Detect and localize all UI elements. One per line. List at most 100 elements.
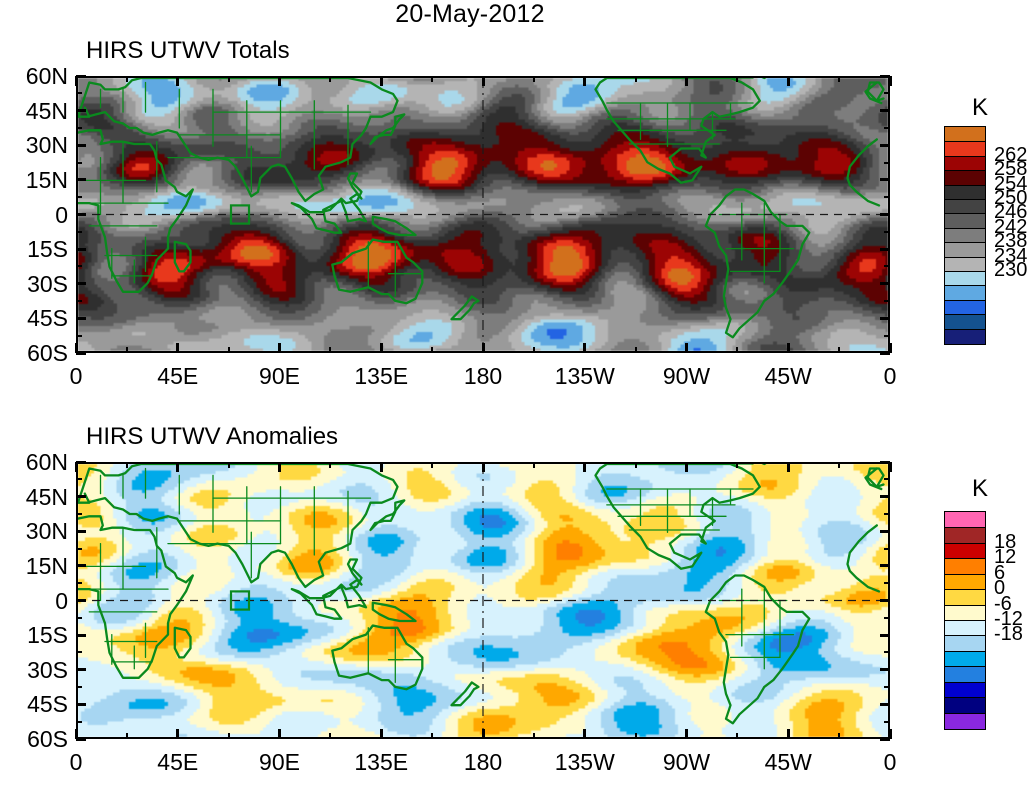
y-tick-label: 30S bbox=[27, 270, 68, 297]
colorbar-anomalies-swatches[interactable] bbox=[944, 511, 986, 730]
axis-minor-tick bbox=[884, 512, 890, 515]
colorbar-band bbox=[945, 542, 985, 559]
colorbar-band bbox=[945, 666, 985, 683]
axis-minor-tick bbox=[125, 733, 128, 739]
axis-minor-tick bbox=[329, 347, 332, 353]
colorbar-tick-label: 238 bbox=[994, 230, 1027, 253]
coastline bbox=[866, 81, 885, 102]
study-region-box[interactable] bbox=[229, 204, 251, 225]
x-tick-label: 45W bbox=[764, 749, 812, 775]
axis-tick bbox=[583, 76, 587, 86]
colorbar-tick-label: -18 bbox=[994, 623, 1023, 646]
axis-minor-tick bbox=[838, 76, 841, 82]
axis-tick bbox=[880, 316, 890, 320]
axis-minor-tick bbox=[838, 347, 841, 353]
colorbar-band bbox=[945, 271, 985, 286]
axis-minor-tick bbox=[634, 733, 637, 739]
axis-minor-tick bbox=[76, 334, 82, 337]
axis-minor-tick bbox=[838, 462, 841, 468]
colorbar-tick-label: 0 bbox=[994, 577, 1006, 600]
y-tick-label: 30S bbox=[27, 656, 68, 683]
colorbar-band bbox=[945, 697, 985, 714]
contour-band bbox=[81, 479, 886, 737]
map-totals[interactable] bbox=[76, 76, 890, 353]
colorbar-divider bbox=[945, 141, 985, 143]
panel-title-totals: HIRS UTWV Totals bbox=[86, 37, 290, 64]
colorbar-divider bbox=[945, 650, 985, 652]
contour-band bbox=[546, 328, 701, 351]
colorbar-divider bbox=[945, 227, 985, 229]
axis-tick bbox=[880, 564, 890, 568]
y-tick-label: 60S bbox=[27, 340, 68, 366]
axis-tick bbox=[278, 343, 281, 353]
coastline bbox=[704, 574, 811, 725]
axis-tick bbox=[76, 213, 86, 216]
axis-minor-tick bbox=[736, 76, 739, 82]
axis-tick bbox=[880, 213, 890, 216]
colorbar-tick-label: 254 bbox=[994, 172, 1027, 195]
x-tick-label: 45W bbox=[764, 363, 812, 389]
x-tick-label: 135E bbox=[354, 749, 409, 775]
colorbar-tick-label: 6 bbox=[994, 561, 1006, 584]
axis-tick bbox=[176, 729, 180, 739]
colorbar-band bbox=[945, 199, 985, 214]
axis-tick bbox=[76, 702, 86, 706]
colorbar-divider bbox=[945, 285, 985, 287]
axis-tick bbox=[76, 74, 86, 78]
colorbar-band bbox=[945, 620, 985, 637]
axis-minor-tick bbox=[76, 300, 82, 303]
axis-minor-tick bbox=[736, 733, 739, 739]
coastline bbox=[371, 601, 417, 623]
colorbar-tick-label: 250 bbox=[994, 187, 1027, 209]
axis-minor-tick bbox=[76, 616, 82, 619]
colorbar-band bbox=[945, 512, 985, 529]
colorbar-band bbox=[945, 650, 985, 667]
axis-tick bbox=[76, 143, 86, 147]
axis-tick bbox=[880, 737, 890, 741]
colorbar-band bbox=[945, 314, 985, 330]
axis-tick bbox=[76, 460, 86, 464]
axis-minor-tick bbox=[532, 347, 535, 353]
axis-tick bbox=[880, 702, 890, 706]
colorbar-band bbox=[945, 681, 985, 698]
colorbar-anomalies-units: K bbox=[971, 475, 988, 502]
coastline bbox=[450, 295, 480, 321]
axis-tick bbox=[786, 343, 790, 353]
colorbar-totals-swatches[interactable] bbox=[944, 126, 986, 345]
axis-minor-tick bbox=[634, 347, 637, 353]
x-tick-label: 135E bbox=[354, 363, 409, 389]
axis-tick bbox=[76, 109, 86, 113]
axis-tick bbox=[880, 282, 890, 286]
axis-tick bbox=[379, 729, 383, 739]
axis-tick bbox=[481, 343, 485, 353]
coastline bbox=[173, 626, 192, 659]
coastline bbox=[369, 113, 406, 146]
colorbar-divider bbox=[945, 573, 985, 575]
y-tick-label: 45N bbox=[25, 97, 68, 124]
colorbar-divider bbox=[945, 712, 985, 714]
axis-minor-tick bbox=[76, 547, 82, 550]
colorbar-totals-units: K bbox=[971, 94, 988, 121]
axis-tick bbox=[76, 495, 86, 499]
colorbar-divider bbox=[945, 242, 985, 244]
map-anomalies[interactable] bbox=[76, 462, 890, 739]
axis-minor-tick bbox=[76, 512, 82, 515]
axis-minor-tick bbox=[884, 547, 890, 550]
axis-minor-tick bbox=[634, 76, 637, 82]
axis-tick bbox=[583, 729, 587, 739]
colorbar-band bbox=[945, 635, 985, 652]
colorbar-divider bbox=[945, 620, 985, 621]
axis-tick bbox=[685, 343, 688, 353]
axis-minor-tick bbox=[884, 616, 890, 619]
axis-tick bbox=[786, 729, 790, 739]
axis-tick bbox=[481, 729, 485, 739]
y-tick-label: 0 bbox=[55, 201, 68, 228]
colorbar-band bbox=[945, 299, 985, 315]
x-tick-label: 0 bbox=[883, 363, 897, 389]
study-region-box[interactable] bbox=[229, 590, 251, 611]
contour-band bbox=[390, 540, 707, 668]
contour-band bbox=[240, 154, 695, 285]
colorbar-divider bbox=[945, 256, 985, 258]
colorbar-divider bbox=[945, 589, 985, 591]
axis-tick bbox=[880, 668, 890, 672]
